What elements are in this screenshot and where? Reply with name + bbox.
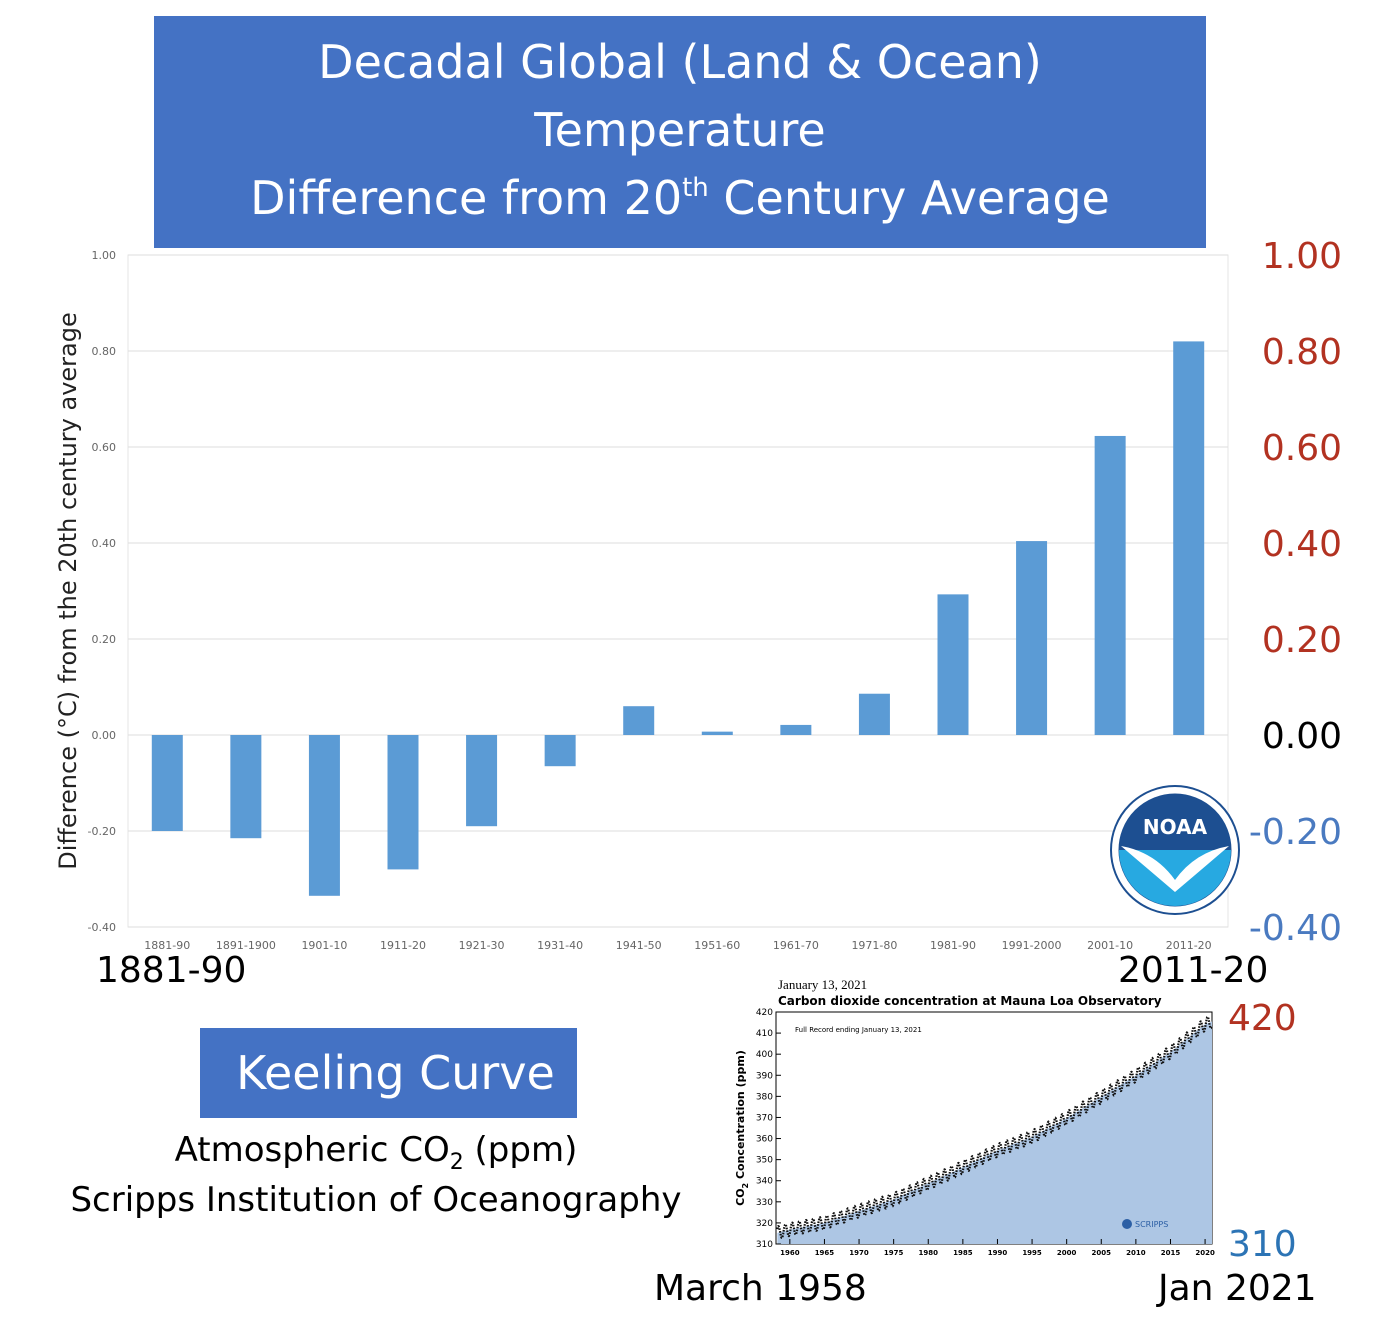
keeling-y-tick-label: 410 [756,1029,773,1039]
chart-title: Decadal Global (Land & Ocean) Temperatur… [154,16,1206,248]
bar-1961-70 [780,724,812,735]
bar-2001-10 [1094,435,1126,735]
noaa-logo-text: NOAA [1143,815,1208,839]
bar-1901-10 [308,735,340,896]
bar-1951-60 [701,731,733,735]
scripps-caption: Scripps Institution of Oceanography [70,1180,682,1220]
keeling-x-tick-label: 1975 [884,1249,904,1257]
keeling-y-tick-label: 420 [756,1008,773,1018]
keeling-y-tick-label: 370 [756,1113,773,1123]
x-tick-label: 1881-90 [144,939,190,952]
x-tick-label: 1961-70 [773,939,819,952]
x-tick-label: 1951-60 [694,939,740,952]
co2-bottom-label: 310 [1228,1224,1297,1265]
x-tick-label: 1941-50 [616,939,662,952]
x-tick-label: 1931-40 [537,939,583,952]
keeling-x-tick-label: 2005 [1092,1249,1112,1257]
keeling-date: January 13, 2021 [778,977,867,992]
co2-top-label: 420 [1228,998,1297,1039]
right-axis-label: -0.40 [1249,908,1342,949]
bar-1891-1900 [230,735,262,839]
scripps-logo [1122,1219,1132,1229]
date-start-label: March 1958 [654,1268,867,1309]
keeling-x-tick-label: 1970 [849,1249,869,1257]
x-tick-label: 2001-10 [1087,939,1133,952]
title-line-2: Temperature [534,103,826,157]
keeling-y-tick-label: 340 [756,1177,773,1187]
keeling-x-tick-label: 1985 [953,1249,973,1257]
keeling-title: Carbon dioxide concentration at Mauna Lo… [778,994,1162,1008]
bar-1931-40 [544,735,576,767]
x-tick-label: 1911-20 [380,939,426,952]
keeling-x-tick-label: 1960 [780,1249,800,1257]
x-tick-label: 2011-20 [1166,939,1212,952]
right-axis-label: -0.20 [1249,812,1342,853]
date-end-label: Jan 2021 [1158,1268,1317,1309]
scripps-logo-text: SCRIPPS [1135,1220,1168,1229]
keeling-x-tick-label: 1990 [988,1249,1008,1257]
x-tick-label: 1921-30 [459,939,505,952]
x-tick-label: 1971-80 [851,939,897,952]
keeling-x-tick-label: 2000 [1057,1249,1077,1257]
bar-1911-20 [387,735,419,870]
keeling-curve-title: Keeling Curve [200,1028,577,1118]
y-tick-label: 0.60 [92,441,117,454]
keeling-curve [776,1015,1213,1239]
bar-2011-20 [1173,341,1205,735]
x-tick-label: 1901-10 [301,939,347,952]
bar-1991-2000 [1016,541,1048,735]
y-tick-label: 1.00 [92,249,117,262]
y-tick-label: -0.40 [88,921,116,934]
keeling-y-tick-label: 320 [756,1219,773,1229]
keeling-x-tick-label: 2015 [1161,1249,1181,1257]
keeling-x-tick-label: 1995 [1022,1249,1042,1257]
keeling-x-tick-label: 2010 [1126,1249,1146,1257]
y-tick-label: -0.20 [88,825,116,838]
y-tick-label: 0.40 [92,537,117,550]
keeling-x-tick-label: 2020 [1195,1249,1215,1257]
right-axis-label: 0.80 [1262,332,1342,373]
keeling-y-tick-label: 380 [756,1092,773,1102]
keeling-x-tick-label: 1965 [815,1249,835,1257]
end-period-label: 2011-20 [1118,950,1269,991]
keeling-note: Full Record ending January 13, 2021 [795,1026,922,1034]
keeling-y-tick-label: 360 [756,1135,773,1145]
x-tick-label: 1981-90 [930,939,976,952]
title-line-3: Difference from 20th Century Average [250,171,1110,225]
bar-1881-90 [151,735,183,831]
y-tick-label: 0.80 [92,345,117,358]
noaa-logo-gull [1121,846,1229,892]
keeling-area [777,1021,1212,1244]
keeling-y-tick-label: 310 [756,1240,773,1250]
start-period-label: 1881-90 [96,950,247,991]
keeling-y-tick-label: 330 [756,1198,773,1208]
keeling-y-tick-label: 350 [756,1156,773,1166]
y-axis-title: Difference (°C) from the 20th century av… [54,312,82,870]
plot-area [127,254,1229,928]
right-axis-label: 1.00 [1262,236,1342,277]
keeling-y-tick-label: 400 [756,1050,773,1060]
x-tick-label: 1891-1900 [216,939,276,952]
bar-1941-50 [623,706,655,735]
bar-1981-90 [937,594,969,735]
right-axis-label: 0.60 [1262,428,1342,469]
co2-caption: Atmospheric CO2 (ppm) [174,1130,578,1175]
y-tick-label: 0.20 [92,633,117,646]
right-axis-label: 0.00 [1262,716,1342,757]
x-tick-label: 1991-2000 [1002,939,1062,952]
title-line-1: Decadal Global (Land & Ocean) [318,35,1042,89]
keeling-y-axis-title: CO2 Concentration (ppm) [734,1050,750,1206]
right-axis-label: 0.20 [1262,620,1342,661]
keeling-y-tick-label: 390 [756,1071,773,1081]
bar-1971-80 [858,693,890,735]
keeling-x-tick-label: 1980 [919,1249,939,1257]
right-axis-label: 0.40 [1262,524,1342,565]
bar-1921-30 [466,735,498,827]
y-tick-label: 0.00 [92,729,117,742]
